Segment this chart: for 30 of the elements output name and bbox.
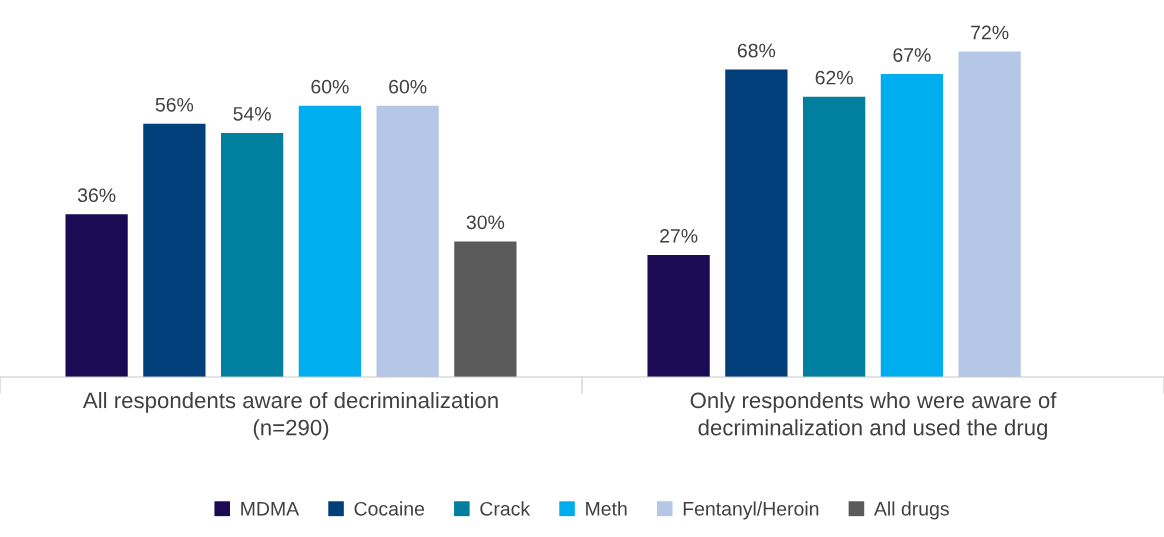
legend-label: Crack [480,501,531,516]
data-label: 56% [155,97,194,112]
legend-label: Fentanyl/Heroin [683,501,819,520]
data-label: 60% [389,79,427,94]
data-label: 54% [233,107,271,121]
bar [376,105,439,377]
data-label: 68% [737,43,776,58]
data-label: 36% [77,188,116,203]
bar [725,69,788,377]
data-label: 30% [466,215,505,230]
data-label: 62% [815,70,853,85]
bar [880,74,944,377]
bar [958,51,1021,377]
bar [143,123,206,377]
bar [220,132,284,377]
x-tick-label: Only respondents who were aware of decriminalization and used the drug [690,391,1057,440]
bar [454,241,517,377]
bar [65,214,128,377]
x-tick-label: All respondents aware of decriminalization (n=290) [82,391,498,440]
legend-label: Meth [586,501,627,516]
bar [298,105,362,377]
data-label: 72% [971,25,1009,40]
legend-label: Cocaine [354,501,425,516]
legend-label: All drugs [873,501,949,520]
legend-label: MDMA [241,502,300,516]
data-label: 60% [311,79,349,94]
data-label: 27% [660,228,698,243]
bar [647,254,710,377]
bar [802,96,866,377]
data-label: 67% [893,48,931,62]
